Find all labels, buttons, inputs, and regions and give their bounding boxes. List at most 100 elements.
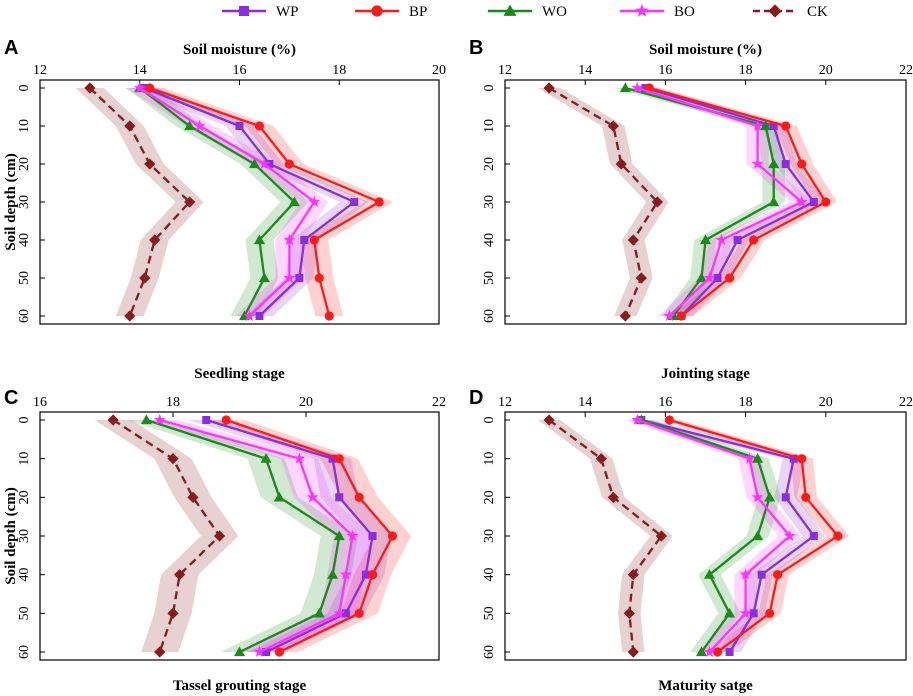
y-tick-label-a-20: 20: [17, 157, 32, 171]
point-d-bo-10: [743, 452, 756, 464]
point-b-bo-20: [751, 157, 764, 170]
point-b-bo-10: [751, 119, 764, 132]
band-c-bo: [141, 420, 372, 652]
legend-marker-wp: [239, 6, 249, 16]
panel-label-b: B: [469, 37, 483, 59]
point-d-ck-20: [607, 491, 619, 503]
y-tick-label-d-20: 20: [482, 490, 497, 504]
point-b-wp-50: [713, 274, 722, 282]
point-b-ck-60: [619, 310, 631, 322]
stage-title-b: Jointing stage: [661, 366, 750, 382]
point-d-wo-60: [695, 646, 707, 657]
point-b-wo-20: [768, 158, 780, 169]
point-a-bp-20: [284, 159, 294, 169]
series-d-wo: [635, 414, 776, 657]
legend-item-wp: WP: [222, 4, 299, 20]
point-a-bp-50: [314, 273, 324, 283]
panel-label-c: C: [4, 387, 18, 409]
y-tick-label-c-60: 60: [17, 645, 32, 659]
point-d-ck-50: [623, 607, 635, 619]
point-c-bp-50: [354, 608, 364, 618]
y-tick-label-a-60: 60: [17, 309, 32, 323]
x-tick-label-d-12: 12: [498, 395, 512, 410]
point-b-ck-10: [607, 120, 619, 132]
band-b-bo: [626, 88, 813, 316]
point-c-wo-60: [234, 646, 245, 657]
stage-title-d: Maturity satge: [658, 678, 753, 694]
point-a-wo-20: [248, 158, 260, 169]
point-d-ck-10: [595, 453, 607, 465]
point-c-bo-60: [253, 645, 266, 658]
point-a-wo-30: [288, 196, 300, 207]
point-c-wp-10: [328, 454, 337, 463]
y-tick-label-c-10: 10: [17, 452, 32, 466]
y-tick-label-a-30: 30: [17, 195, 32, 209]
y-tick-label-d-50: 50: [482, 606, 497, 620]
x-axis-title-a: Soil moisture (%): [183, 42, 296, 58]
point-d-bo-50: [739, 607, 752, 619]
point-a-ck-0: [84, 82, 96, 94]
band-d-bo: [626, 420, 801, 652]
point-d-wp-40: [757, 570, 766, 579]
y-axis-title-c: Soil depth (cm): [3, 487, 19, 585]
point-d-bp-0: [664, 415, 675, 425]
panel-c: C 16 18 20 22 0 10 20 30 40 50 60 Soil depth (cm) Tas…: [3, 387, 446, 694]
y-tick-label-a-40: 40: [17, 233, 32, 247]
point-c-wo-40: [327, 569, 339, 579]
point-a-wo-50: [258, 272, 270, 283]
legend-label-wo: WO: [542, 4, 567, 20]
band-a-bo: [125, 88, 329, 316]
x-tick-label-b-22: 22: [899, 63, 913, 78]
band-b-wo: [614, 88, 785, 316]
y-tick-label-c-40: 40: [17, 568, 32, 582]
point-d-bp-20: [801, 492, 811, 502]
point-b-ck-50: [635, 272, 647, 284]
x-tick-label-c-20: 20: [299, 395, 313, 410]
point-b-wo-50: [695, 272, 707, 283]
point-b-wp-10: [769, 122, 778, 130]
series-d-bo: [631, 413, 796, 658]
point-a-wp-20: [265, 160, 274, 168]
x-tick-label-a-18: 18: [332, 63, 346, 78]
series-c-bo: [153, 413, 359, 658]
legend-label-bp: BP: [409, 4, 427, 20]
x-tick-label-c-22: 22: [432, 395, 446, 410]
band-b-bp: [638, 88, 837, 316]
point-b-wp-20: [781, 160, 790, 168]
x-tick-label-b-16: 16: [658, 63, 672, 78]
point-d-wo-30: [752, 530, 764, 541]
point-d-bo-0: [631, 413, 644, 426]
series-b-bo: [631, 81, 808, 322]
series-b-ck: [543, 82, 663, 322]
point-d-wp-20: [781, 493, 790, 502]
point-b-ck-40: [627, 234, 639, 246]
point-c-wo-0: [140, 414, 152, 425]
y-tick-label-a-10: 10: [17, 119, 32, 133]
point-c-wp-50: [341, 609, 350, 618]
point-c-bp-20: [354, 492, 364, 502]
y-tick-label-c-30: 30: [17, 529, 32, 543]
band-a-bp: [135, 88, 394, 316]
panel-label-a: A: [4, 37, 18, 59]
series-a-bp: [145, 83, 384, 321]
legend-item-bp: BP: [355, 4, 427, 20]
point-a-bo-50: [283, 271, 296, 284]
legend-marker-ck: [768, 4, 782, 18]
point-c-wp-60: [262, 648, 271, 656]
point-d-wp-50: [749, 609, 758, 618]
point-c-wo-20: [273, 491, 285, 502]
x-tick-label-d-16: 16: [658, 395, 672, 410]
point-a-wp-40: [300, 236, 309, 244]
series-a-wp: [140, 84, 359, 320]
point-d-wp-60: [725, 648, 734, 656]
point-a-ck-40: [149, 234, 161, 246]
point-a-bo-40: [283, 233, 296, 246]
point-c-wp-0: [202, 416, 211, 424]
point-b-wp-30: [809, 198, 818, 206]
series-c-bp: [221, 415, 398, 657]
band-b-ck: [537, 88, 669, 316]
point-a-ck-10: [124, 120, 136, 132]
stage-title-c: Tassel grouting stage: [173, 678, 307, 694]
point-b-bp-20: [797, 159, 807, 169]
point-a-ck-50: [139, 272, 151, 284]
